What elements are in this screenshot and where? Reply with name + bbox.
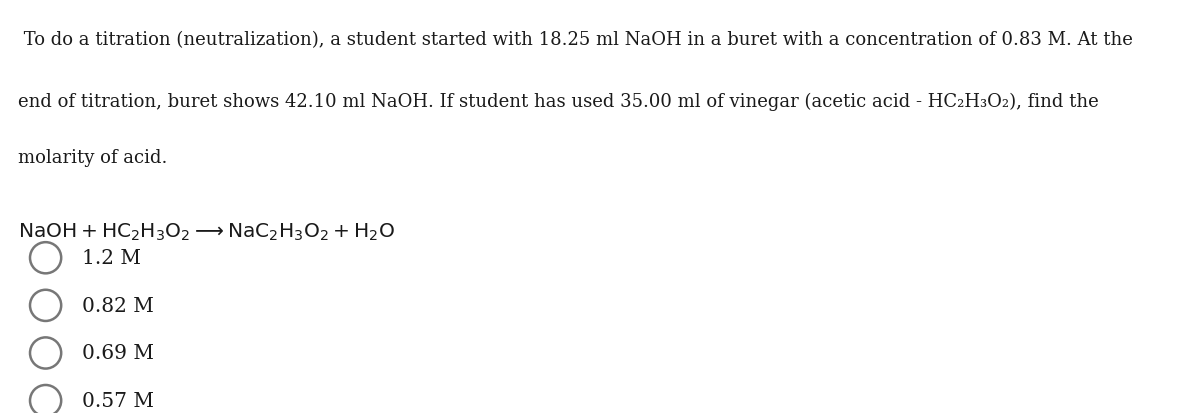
Text: 0.57 M: 0.57 M — [82, 391, 154, 410]
Text: To do a titration (neutralization), a student started with 18.25 ml NaOH in a bu: To do a titration (neutralization), a st… — [18, 31, 1133, 49]
Text: 1.2 M: 1.2 M — [82, 249, 140, 268]
Text: 0.69 M: 0.69 M — [82, 344, 154, 363]
Text: 0.82 M: 0.82 M — [82, 296, 154, 315]
Text: molarity of acid.: molarity of acid. — [18, 149, 167, 166]
Text: end of titration, buret shows 42.10 ml NaOH. If student has used 35.00 ml of vin: end of titration, buret shows 42.10 ml N… — [18, 93, 1099, 111]
Text: $\mathrm{NaOH + HC_2H_3O_2 \longrightarrow NaC_2H_3O_2 + H_2O}$: $\mathrm{NaOH + HC_2H_3O_2 \longrightarr… — [18, 221, 395, 242]
